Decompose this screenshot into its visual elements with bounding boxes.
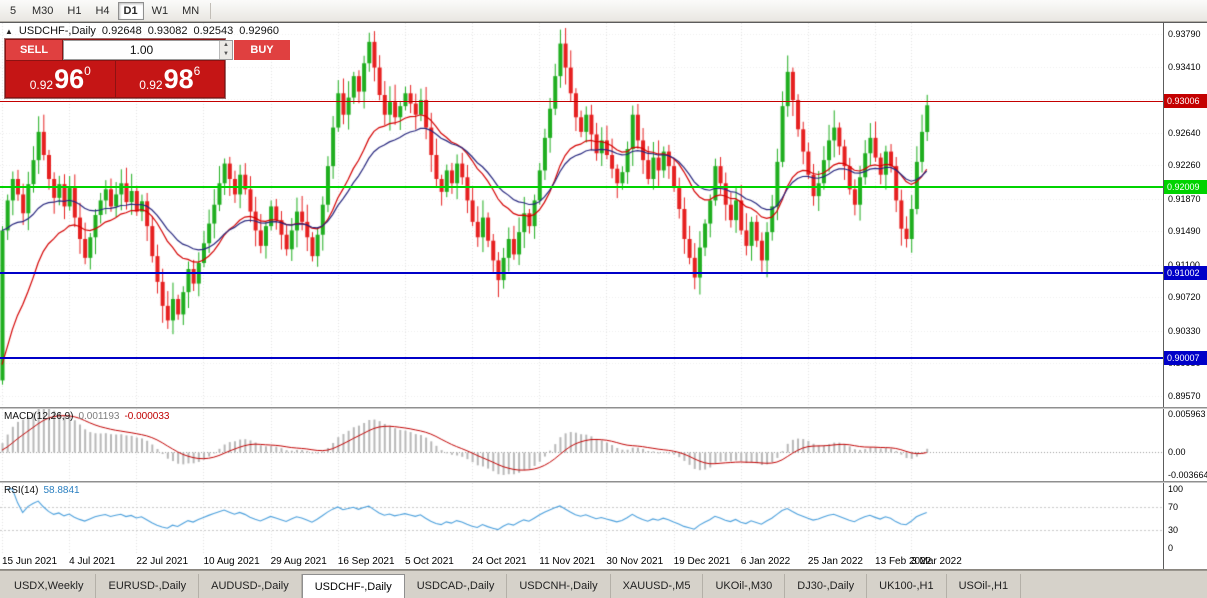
rsi-pane[interactable]: RSI(14) 58.8841	[0, 483, 1163, 554]
timeframe-button-M30[interactable]: M30	[32, 4, 54, 17]
timeframe-button-W1[interactable]: W1	[151, 4, 169, 17]
price-hline-axis-label: 0.91002	[1164, 266, 1207, 281]
macd-axis-tick: 0.005963	[1168, 409, 1206, 420]
rsi-label: RSI(14) 58.8841	[4, 485, 80, 496]
price-axis-tick: 0.92260	[1168, 160, 1201, 171]
timeframe-toolbar: 5 M30 H1 H4 D1 W1 MN	[0, 0, 1207, 22]
macd-axis-tick: 0.00	[1168, 446, 1186, 457]
date-axis-label: 30 Nov 2021	[606, 556, 664, 567]
date-axis-label: 29 Aug 2021	[270, 556, 327, 567]
chart-tab-DJ30-Daily[interactable]: DJ30-,Daily	[785, 574, 868, 598]
price-axis-tick: 0.90720	[1168, 292, 1201, 303]
buy-price-big: 98	[163, 64, 194, 94]
chart-tab-XAUUSD-M5[interactable]: XAUUSD-,M5	[610, 574, 704, 598]
price-axis-tick: 0.92640	[1168, 127, 1201, 138]
chart-tabs-bar: USDX,Weekly EURUSD-,Daily AUDUSD-,Daily USD…	[0, 570, 1207, 598]
chart-ohlc-header: ▲ USDCHF-,Daily 0.92648 0.93082 0.92543 …	[5, 25, 279, 37]
date-axis-label: 15 Jun 2021	[2, 556, 58, 567]
macd-signal-value: -0.000033	[124, 411, 170, 422]
sell-button[interactable]: SELL	[6, 40, 62, 60]
timeframe-button-H4[interactable]: H4	[95, 4, 110, 17]
rsi-indicator-canvas[interactable]	[0, 483, 1163, 554]
price-hline-axis-label: 0.92009	[1164, 179, 1207, 194]
chart-tab-USDX-Weekly[interactable]: USDX,Weekly	[2, 574, 97, 598]
buy-price-display[interactable]: 0.92 98 6	[115, 61, 224, 97]
price-axis-tick: 0.93410	[1168, 61, 1201, 72]
price-axis-tick: 0.91490	[1168, 226, 1201, 237]
chart-tab-USOil-H1[interactable]: USOil-,H1	[946, 574, 1022, 598]
chart-window: ▲ USDCHF-,Daily 0.92648 0.93082 0.92543 …	[0, 22, 1207, 570]
macd-pane[interactable]: MACD(12,26,9) 0.001193 -0.000033	[0, 409, 1163, 481]
date-axis-label: 10 Aug 2021	[203, 556, 260, 567]
date-axis-label: 5 Oct 2021	[404, 556, 454, 567]
price-hline-axis-label: 0.90007	[1164, 351, 1207, 366]
price-axis-tick: 0.91870	[1168, 193, 1201, 204]
timeframe-button-H1[interactable]: H1	[67, 4, 82, 17]
timeframe-button-MN[interactable]: MN	[182, 4, 200, 17]
macd-axis-tick: -0.003664	[1168, 470, 1207, 481]
sell-price-big: 96	[54, 64, 85, 94]
macd-label: MACD(12,26,9) 0.001193 -0.000033	[4, 411, 169, 422]
date-axis-label: 13 Feb 2022	[875, 556, 932, 567]
chart-tab-EURUSD-Daily[interactable]: EURUSD-,Daily	[96, 574, 200, 598]
pane-separator[interactable]	[0, 481, 1207, 483]
date-axis-label: 19 Dec 2021	[673, 556, 731, 567]
volume-increase-button[interactable]: ▲	[220, 41, 232, 50]
collapse-trade-panel-icon[interactable]: ▲	[5, 26, 13, 36]
sell-price-prefix: 0.92	[29, 78, 54, 92]
price-hline-axis-label: 0.93006	[1164, 94, 1207, 109]
date-axis-label: 22 Jul 2021	[136, 556, 189, 567]
rsi-axis-tick: 30	[1168, 525, 1179, 536]
pane-separator[interactable]	[0, 407, 1207, 409]
ohlc-high: 0.93082	[147, 25, 188, 37]
date-axis-label: 4 Jul 2021	[69, 556, 116, 567]
buy-button[interactable]: BUY	[234, 40, 290, 60]
rsi-axis-tick: 70	[1168, 501, 1179, 512]
price-pane[interactable]: ▲ USDCHF-,Daily 0.92648 0.93082 0.92543 …	[0, 23, 1163, 407]
macd-title: MACD(12,26,9)	[4, 411, 74, 422]
ohlc-close: 0.92960	[239, 25, 279, 37]
timeframe-button-D1[interactable]: D1	[117, 1, 144, 20]
chart-tab-AUDUSD-Daily[interactable]: AUDUSD-,Daily	[199, 574, 302, 598]
sell-price-display[interactable]: 0.92 96 0	[6, 61, 115, 97]
volume-decrease-button[interactable]: ▼	[220, 50, 232, 59]
date-axis-label: 3 Mar 2022	[911, 556, 962, 567]
date-axis[interactable]: 15 Jun 2021 4 Jul 2021 22 Jul 2021 10 Aug 2…	[0, 554, 1163, 569]
chart-symbol-label: USDCHF-,Daily	[18, 25, 96, 37]
date-axis-label: 11 Nov 2021	[539, 556, 596, 567]
rsi-axis-tick: 0	[1168, 543, 1174, 554]
date-axis-label: 16 Sep 2021	[337, 556, 395, 567]
timeframe-button-5[interactable]: 5	[9, 4, 17, 17]
ohlc-low: 0.92543	[193, 25, 234, 37]
rsi-title: RSI(14)	[4, 485, 39, 496]
price-axis-tick: 0.93790	[1168, 29, 1201, 40]
price-axis-tick: 0.89570	[1168, 390, 1201, 401]
date-axis-label: 25 Jan 2022	[807, 556, 863, 567]
volume-input[interactable]	[64, 41, 219, 59]
chart-tab-USDCHF-Daily[interactable]: USDCHF-,Daily	[301, 574, 405, 598]
macd-indicator-canvas[interactable]	[0, 409, 1163, 481]
macd-main-value: 0.001193	[78, 411, 120, 422]
chart-tab-USDCAD-Daily[interactable]: USDCAD-,Daily	[404, 574, 508, 598]
chart-tab-UKOil-M30[interactable]: UKOil-,M30	[703, 574, 786, 598]
chart-tab-USDCNH-Daily[interactable]: USDCNH-,Daily	[507, 574, 611, 598]
price-axis-tick: 0.91100	[1168, 259, 1200, 270]
price-axis-tick: 0.90330	[1168, 325, 1201, 336]
price-axis-column[interactable]: 0.93006 0.92009 0.91002 0.90007 0.93790 0.934…	[1163, 23, 1207, 569]
date-axis-label: 6 Jan 2022	[740, 556, 791, 567]
buy-price-pip: 6	[193, 64, 201, 78]
rsi-axis-tick: 100	[1168, 483, 1184, 494]
date-axis-label: 24 Oct 2021	[472, 556, 527, 567]
rsi-value: 58.8841	[43, 485, 80, 496]
buy-price-prefix: 0.92	[139, 78, 163, 92]
chart-tab-UK100-H1[interactable]: UK100-,H1	[867, 574, 947, 598]
toolbar-separator	[210, 2, 212, 19]
ohlc-open: 0.92648	[101, 25, 142, 37]
volume-control: ▲ ▼	[63, 40, 233, 60]
sell-price-pip: 0	[84, 64, 91, 78]
